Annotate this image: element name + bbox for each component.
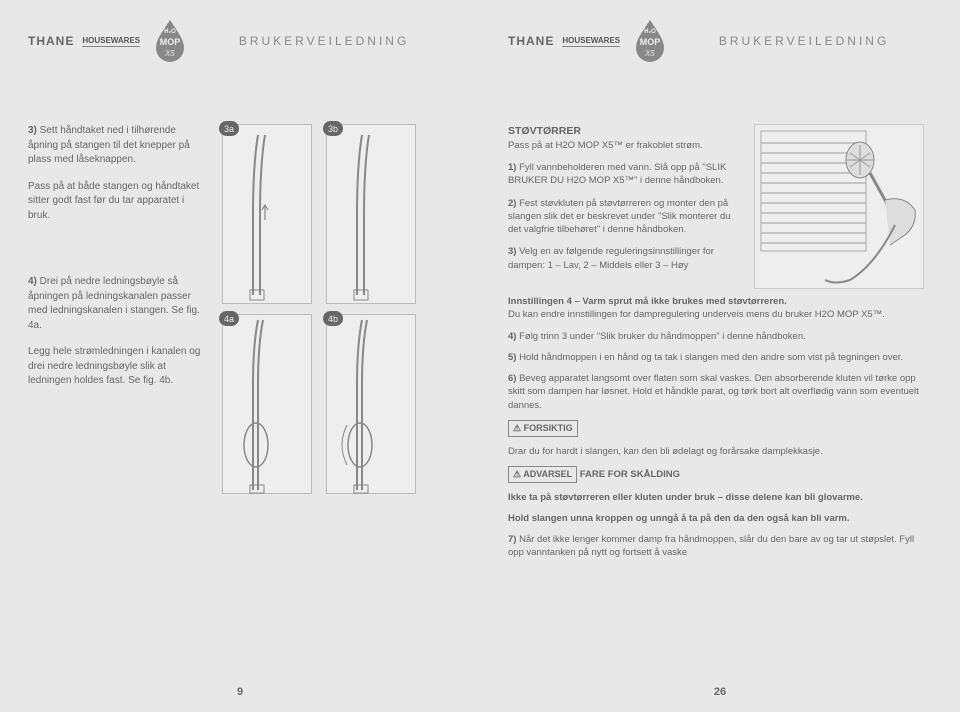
svg-text:H₂O: H₂O (644, 29, 656, 35)
page-title: BRUKERVEILEDNING (196, 34, 452, 48)
step-6: 6) Beveg apparatet langsomt over flaten … (508, 372, 932, 412)
figure-column-a: 3a 4a (222, 124, 312, 494)
svg-text:X5: X5 (164, 49, 175, 58)
logo-drop-icon: H₂O MOP X5 (152, 18, 188, 64)
caution-text: Drar du for hardt i slangen, kan den bli… (508, 445, 932, 458)
right-text-column: STØVTØRRERPass på at H2O MOP X5™ er frak… (508, 124, 738, 289)
step-2: 2) Fest støvkluten på støvtørreren og mo… (508, 197, 738, 237)
step-5: 5) Hold håndmoppen i en hånd og ta tak i… (508, 351, 932, 364)
step-1: 1) Fyll vannbeholderen med vann. Slå opp… (508, 161, 738, 188)
page-number-left: 9 (0, 686, 480, 698)
left-text-column: 3) Sett håndtaket ned i tilhørende åpnin… (28, 124, 208, 494)
figure-label-4b: 4b (323, 311, 343, 326)
svg-text:H₂O: H₂O (164, 29, 176, 35)
header-left: THANE HOUSEWARES H₂O MOP X5 BRUKERVEILED… (28, 18, 452, 64)
svg-text:X5: X5 (644, 49, 655, 58)
brand-sub-text: HOUSEWARES (82, 36, 140, 47)
brand-text: THANE (508, 34, 554, 48)
warning-box: ⚠ ADVARSEL FARE FOR SKÅLDING (508, 466, 932, 483)
right-bottom-text: Innstillingen 4 – Varm sprut må ikke bru… (508, 295, 932, 568)
svg-text:MOP: MOP (160, 37, 181, 47)
brand-sub-text: HOUSEWARES (562, 36, 620, 47)
duster-illustration (754, 124, 924, 289)
figure-label-3b: 3b (323, 121, 343, 136)
para-3: 3) Sett håndtaket ned i tilhørende åpnin… (28, 124, 208, 168)
setting-4-note: Innstillingen 4 – Varm sprut må ikke bru… (508, 295, 932, 322)
figure-label-4a: 4a (219, 311, 239, 326)
figure-4b: 4b (326, 314, 416, 494)
figure-4a: 4a (222, 314, 312, 494)
svg-text:MOP: MOP (640, 37, 661, 47)
figure-3a: 3a (222, 124, 312, 304)
section-heading: STØVTØRRERPass på at H2O MOP X5™ er frak… (508, 124, 738, 152)
page-number-right: 26 (480, 686, 960, 698)
right-content: STØVTØRRERPass på at H2O MOP X5™ er frak… (508, 124, 932, 568)
para-4: 4) Drei på nedre ledningsbøyle så åpning… (28, 275, 208, 333)
step-4: 4) Følg trinn 3 under "Slik bruker du hå… (508, 330, 932, 343)
right-page: THANE HOUSEWARES H₂O MOP X5 BRUKERVEILED… (480, 0, 960, 712)
figure-3b: 3b (326, 124, 416, 304)
header-right: THANE HOUSEWARES H₂O MOP X5 BRUKERVEILED… (508, 18, 932, 64)
caution-box: ⚠ FORSIKTIG (508, 420, 932, 437)
right-top-row: STØVTØRRERPass på at H2O MOP X5™ er frak… (508, 124, 932, 289)
page-title: BRUKERVEILEDNING (676, 34, 932, 48)
left-page: THANE HOUSEWARES H₂O MOP X5 BRUKERVEILED… (0, 0, 480, 712)
para-3-sub: Pass på at både stangen og håndtaket sit… (28, 180, 208, 224)
step-3: 3) Velg en av følgende reguleringsinnsti… (508, 245, 738, 272)
warning-text-2: Hold slangen unna kroppen og unngå å ta … (508, 512, 932, 525)
figure-column-b: 3b 4b (326, 124, 416, 494)
figure-label-3a: 3a (219, 121, 239, 136)
brand-text: THANE (28, 34, 74, 48)
step-7: 7) Når det ikke lenger kommer damp fra h… (508, 533, 932, 560)
warning-text-1: Ikke ta på støvtørreren eller kluten und… (508, 491, 932, 504)
logo-drop-icon: H₂O MOP X5 (632, 18, 668, 64)
para-4-sub: Legg hele strømledningen i kanalen og dr… (28, 345, 208, 389)
page-spread: THANE HOUSEWARES H₂O MOP X5 BRUKERVEILED… (0, 0, 960, 712)
left-content: 3) Sett håndtaket ned i tilhørende åpnin… (28, 124, 452, 494)
